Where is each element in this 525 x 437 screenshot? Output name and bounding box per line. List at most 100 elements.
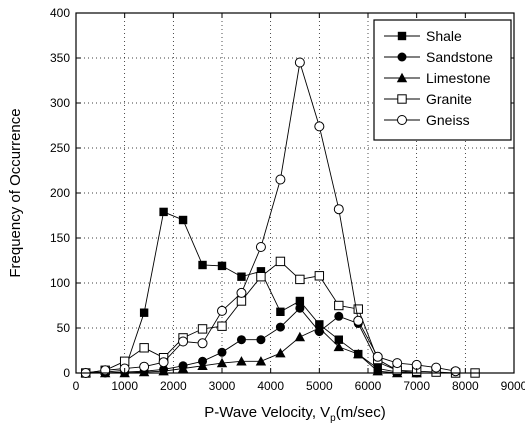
point-granite: [139, 343, 149, 353]
point-limestone: [275, 348, 286, 358]
point-sandstone: [334, 311, 344, 321]
x-tick-label: 0: [73, 379, 80, 393]
point-gneiss: [333, 204, 344, 215]
series-line-limestone: [85, 327, 417, 374]
point-shale: [217, 261, 227, 271]
legend-label-limestone: Limestone: [426, 70, 491, 86]
point-gneiss: [139, 361, 150, 372]
point-granite: [217, 321, 227, 331]
point-limestone: [216, 357, 228, 368]
point-shale: [295, 296, 305, 306]
point-gneiss: [314, 121, 325, 132]
point-shale: [139, 308, 149, 317]
point-limestone: [236, 356, 247, 366]
y-tick-label: 350: [50, 51, 70, 65]
x-axis-title: P-Wave Velocity, Vp(m/sec): [204, 404, 385, 424]
x-tick-label: 7000: [403, 379, 430, 393]
point-granite: [236, 296, 247, 306]
legend-item-gneiss: Gneiss: [384, 112, 470, 128]
legend-label-granite: Granite: [426, 91, 472, 107]
point-gneiss: [294, 57, 305, 68]
legend-item-granite: Granite: [384, 91, 472, 107]
point-gneiss: [392, 358, 403, 369]
legend-marker-limestone: [396, 72, 408, 83]
point-sandstone: [236, 335, 246, 345]
point-shale: [178, 215, 188, 225]
point-sandstone: [295, 303, 305, 313]
legend: Shale Sandstone Limestone Granite Gneiss: [373, 19, 512, 141]
point-granite: [295, 274, 305, 285]
x-axis-title-main: P-Wave Velocity, V: [204, 404, 330, 421]
x-tick-label: 6000: [355, 379, 382, 393]
point-gneiss: [353, 315, 364, 326]
point-granite: [197, 324, 208, 334]
axis-ticks: 0 1000 2000 3000 4000 5000 6000 7000 8000 9000 0 50…: [50, 6, 525, 393]
point-granite: [256, 272, 266, 282]
y-tick-label: 400: [50, 6, 70, 20]
point-gneiss: [217, 305, 227, 316]
point-limestone: [294, 331, 306, 342]
y-axis-title: Frequency of Occurrence: [7, 108, 24, 277]
point-gneiss: [197, 338, 208, 349]
y-tick-label: 50: [57, 321, 71, 335]
point-sandstone: [217, 347, 227, 357]
point-granite: [353, 304, 363, 314]
point-sandstone: [275, 322, 285, 332]
x-tick-label: 4000: [257, 379, 284, 393]
point-gneiss: [372, 351, 383, 362]
point-granite: [275, 256, 286, 267]
legend-marker-shale: [397, 31, 407, 41]
point-sandstone: [256, 335, 266, 345]
legend-marker-gneiss: [397, 115, 407, 125]
x-tick-label: 8000: [452, 379, 479, 393]
point-gneiss: [158, 357, 169, 368]
y-tick-label: 150: [50, 231, 70, 245]
x-tick-label: 9000: [501, 379, 525, 393]
point-limestone: [333, 341, 344, 352]
point-shale: [256, 267, 266, 276]
x-tick-label: 1000: [111, 379, 138, 393]
x-tick-label: 5000: [306, 379, 333, 393]
point-shale: [198, 260, 207, 270]
point-gneiss: [178, 336, 189, 347]
y-tick-label: 200: [50, 186, 70, 200]
y-tick-label: 100: [50, 276, 70, 290]
x-tick-label: 2000: [160, 379, 187, 393]
legend-marker-sandstone: [397, 52, 407, 62]
legend-item-sandstone: Sandstone: [384, 49, 493, 65]
legend-item-shale: Shale: [384, 28, 462, 44]
x-tick-label: 3000: [209, 379, 236, 393]
point-gneiss: [450, 366, 461, 377]
legend-label-sandstone: Sandstone: [426, 49, 493, 65]
legend-item-limestone: Limestone: [384, 70, 491, 86]
point-shale: [159, 207, 168, 217]
y-tick-label: 300: [50, 96, 70, 110]
point-gneiss: [431, 362, 442, 373]
point-limestone: [353, 348, 364, 359]
point-limestone: [255, 356, 267, 366]
point-limestone: [314, 322, 325, 333]
point-shale: [237, 272, 246, 281]
series-granite: [81, 256, 480, 378]
point-granite: [334, 300, 344, 311]
point-shale: [334, 335, 343, 344]
point-shale: [276, 307, 285, 316]
point-limestone: [177, 363, 189, 373]
legend-label-gneiss: Gneiss: [426, 112, 470, 128]
point-gneiss: [236, 287, 247, 298]
series-line-sandstone: [85, 307, 417, 374]
series-gneiss: [80, 57, 461, 378]
y-tick-label: 0: [63, 366, 70, 380]
y-tick-label: 250: [50, 141, 70, 155]
series-shale: [81, 207, 421, 378]
series-line-shale: [85, 211, 417, 374]
x-axis-title-unit: (m/sec): [336, 404, 386, 421]
point-limestone: [197, 360, 208, 370]
legend-marker-granite: [397, 94, 407, 104]
x-axis-title-subscript: p: [330, 413, 336, 424]
legend-label-shale: Shale: [426, 28, 462, 44]
point-gneiss: [255, 242, 266, 252]
point-granite: [314, 271, 325, 281]
point-gneiss: [275, 174, 286, 185]
